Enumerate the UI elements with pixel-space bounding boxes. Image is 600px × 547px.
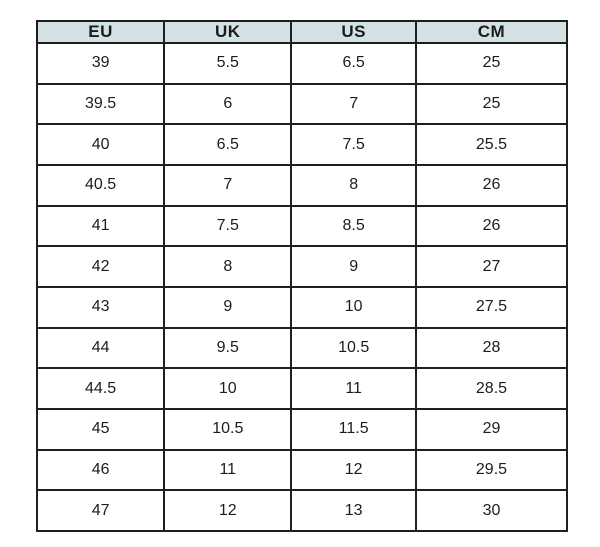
table-cell: 12: [163, 489, 293, 532]
table-row: 43 9 10 27.5: [35, 285, 569, 329]
table-cell: 40: [35, 123, 166, 166]
header-row: EU UK US CM: [35, 20, 569, 44]
column-header-eu: EU: [35, 20, 166, 44]
table-row: 39.5 6 7 25: [35, 82, 569, 126]
table-cell: 25: [414, 82, 569, 126]
table-cell: 6: [163, 82, 293, 126]
table-cell: 25.5: [414, 123, 569, 166]
table-cell: 9.5: [163, 326, 293, 370]
table-cell: 11.5: [290, 407, 417, 451]
table-cell: 27: [414, 245, 569, 288]
table-cell: 10: [163, 367, 293, 410]
table-cell: 47: [35, 489, 166, 532]
table-row: 44.5 10 11 28.5: [35, 367, 569, 410]
table-cell: 45: [35, 407, 166, 451]
table-cell: 41: [35, 204, 166, 248]
table-cell: 27.5: [414, 285, 569, 329]
table-cell: 26: [414, 163, 569, 207]
table-row: 46 11 12 29.5: [35, 448, 569, 492]
table-row: 40.5 7 8 26: [35, 163, 569, 207]
table-cell: 29.5: [414, 448, 569, 492]
table-cell: 8: [290, 163, 417, 207]
table-cell: 39.5: [35, 82, 166, 126]
table-cell: 7: [163, 163, 293, 207]
table-cell: 10.5: [290, 326, 417, 370]
table-cell: 7: [290, 82, 417, 126]
table-cell: 44.5: [35, 367, 166, 410]
table-cell: 44: [35, 326, 166, 370]
table-cell: 29: [414, 407, 569, 451]
table-cell: 6.5: [290, 42, 417, 85]
table-cell: 6.5: [163, 123, 293, 166]
table-cell: 43: [35, 285, 166, 329]
size-conversion-table: EU UK US CM 39 5.5 6.5 25 39.5 6 7 25 40…: [35, 20, 569, 532]
table-cell: 25: [414, 42, 569, 85]
table-cell: 28: [414, 326, 569, 370]
table-row: 40 6.5 7.5 25.5: [35, 123, 569, 166]
table-cell: 11: [290, 367, 417, 410]
table-row: 45 10.5 11.5 29: [35, 407, 569, 451]
size-conversion-table-container: EU UK US CM 39 5.5 6.5 25 39.5 6 7 25 40…: [35, 20, 569, 532]
table-cell: 5.5: [163, 42, 293, 85]
table-row: 47 12 13 30: [35, 489, 569, 532]
table-cell: 28.5: [414, 367, 569, 410]
table-cell: 13: [290, 489, 417, 532]
table-cell: 9: [290, 245, 417, 288]
table-row: 41 7.5 8.5 26: [35, 204, 569, 248]
table-cell: 7.5: [290, 123, 417, 166]
table-cell: 40.5: [35, 163, 166, 207]
table-cell: 9: [163, 285, 293, 329]
column-header-uk: UK: [163, 20, 293, 44]
table-cell: 7.5: [163, 204, 293, 248]
table-cell: 8: [163, 245, 293, 288]
table-row: 44 9.5 10.5 28: [35, 326, 569, 370]
table-cell: 42: [35, 245, 166, 288]
column-header-cm: CM: [414, 20, 569, 44]
table-cell: 11: [163, 448, 293, 492]
table-cell: 10.5: [163, 407, 293, 451]
table-cell: 26: [414, 204, 569, 248]
table-cell: 46: [35, 448, 166, 492]
table-cell: 10: [290, 285, 417, 329]
table-cell: 30: [414, 489, 569, 532]
column-header-us: US: [290, 20, 417, 44]
table-cell: 8.5: [290, 204, 417, 248]
table-cell: 39: [35, 42, 166, 85]
table-row: 42 8 9 27: [35, 245, 569, 288]
table-row: 39 5.5 6.5 25: [35, 42, 569, 85]
table-cell: 12: [290, 448, 417, 492]
